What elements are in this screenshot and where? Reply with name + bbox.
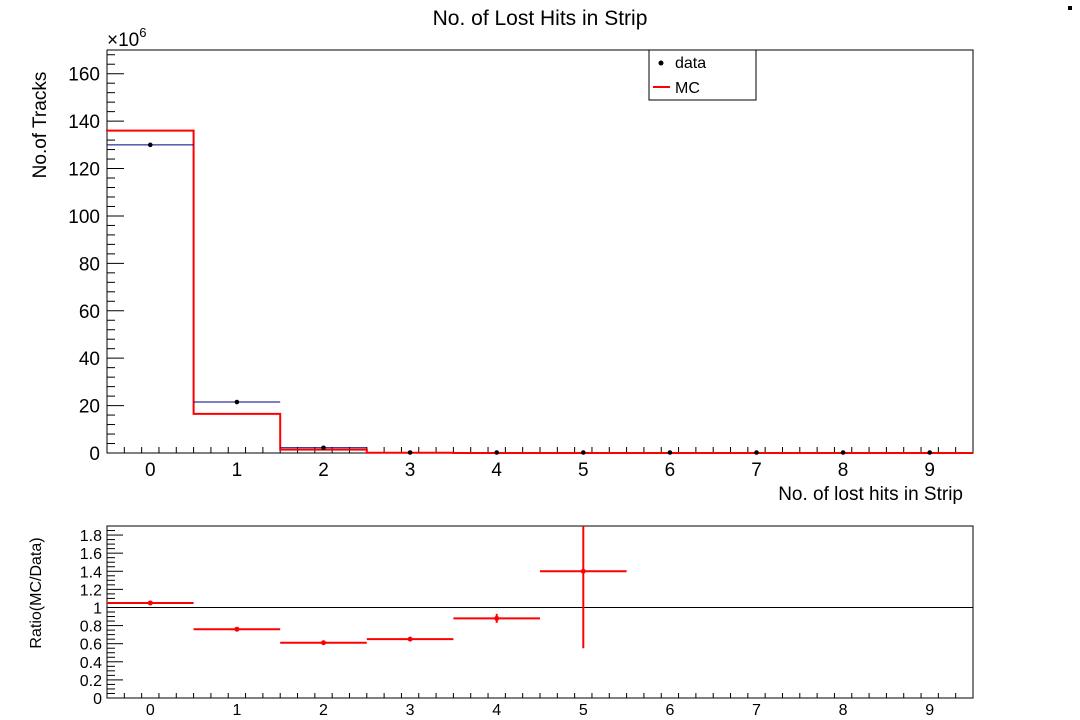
x-tick-label: 7 <box>751 460 762 481</box>
ratio-y-tick-label: 1.4 <box>80 564 102 581</box>
x-tick-label: 3 <box>405 460 416 481</box>
y-axis-exponent: ×106 <box>107 25 146 51</box>
ratio-y-axis: 00.20.40.60.8 11.21.41.61.8 <box>80 525 123 708</box>
data-point <box>494 450 500 455</box>
data-point <box>667 450 673 455</box>
data-point <box>234 399 240 405</box>
ratio-y-tick-label: 0 <box>93 691 102 708</box>
ratio-x-tick-label: 7 <box>752 702 761 719</box>
main-histogram-panel: No. of Lost Hits in Strip 02040608010012… <box>30 7 974 505</box>
y-tick-label: 140 <box>68 112 100 133</box>
y-tick-label: 80 <box>79 254 100 275</box>
ratio-point <box>147 600 153 606</box>
y-tick-label: 120 <box>68 160 100 181</box>
ratio-x-tick-label: 9 <box>925 702 934 719</box>
main-x-axis: 0 1 2 3 4 5 6 7 8 9 <box>106 447 974 481</box>
ratio-point <box>494 615 500 621</box>
data-points-series <box>107 142 932 455</box>
chart-title: No. of Lost Hits in Strip <box>433 7 648 30</box>
corner-marker <box>1068 6 1072 10</box>
ratio-y-tick-label: 1.6 <box>80 546 102 563</box>
ratio-x-tick-label: 6 <box>665 702 674 719</box>
y-tick-label: 20 <box>79 397 100 418</box>
ratio-plot-frame <box>106 525 974 699</box>
main-y-axis: 0 20 40 60 80 100 120 140 160 <box>68 54 124 465</box>
data-point <box>581 450 586 455</box>
ratio-y-tick-label: 1.8 <box>80 528 102 545</box>
x-tick-label: 4 <box>491 460 502 481</box>
data-point <box>321 445 326 451</box>
ratio-x-tick-label: 5 <box>579 702 588 719</box>
x-tick-label: 5 <box>578 460 589 481</box>
mc-histogram-series <box>106 129 973 454</box>
y-tick-label: 100 <box>68 207 100 228</box>
ratio-point <box>321 640 326 646</box>
x-tick-label: 0 <box>145 460 156 481</box>
data-point <box>754 450 759 455</box>
ratio-y-tick-label: 1 <box>93 600 102 617</box>
ratio-point <box>407 636 413 642</box>
ratio-x-tick-label: 0 <box>146 702 155 719</box>
main-plot-frame <box>106 49 974 454</box>
x-tick-label: 1 <box>232 460 243 481</box>
legend: data MC <box>648 49 757 101</box>
ratio-x-tick-label: 1 <box>232 702 241 719</box>
x-tick-label: 9 <box>924 460 935 481</box>
ratio-y-tick-label: 0.6 <box>80 637 102 654</box>
ratio-y-tick-label: 0.4 <box>80 655 102 672</box>
y-tick-label: 40 <box>79 349 100 370</box>
y-axis-label: No.of Tracks <box>30 72 51 179</box>
mc-step-line <box>107 129 973 454</box>
data-point <box>407 450 413 455</box>
x-axis-label: No. of lost hits in Strip <box>778 484 963 505</box>
ratio-x-tick-label: 4 <box>492 702 501 719</box>
data-point <box>927 450 932 455</box>
legend-box <box>648 49 757 101</box>
data-point <box>148 142 153 148</box>
ratio-point <box>580 568 586 574</box>
ratio-y-axis-label: Ratio(MC/Data) <box>28 537 45 648</box>
y-tick-label: 160 <box>68 65 100 86</box>
x-tick-label: 2 <box>318 460 329 481</box>
legend-data-label: data <box>675 55 706 72</box>
y-tick-label: 60 <box>79 302 100 323</box>
ratio-x-tick-label: 2 <box>319 702 328 719</box>
ratio-y-tick-label: 1.2 <box>80 582 102 599</box>
ratio-point <box>234 626 240 632</box>
ratio-y-tick-label: 0.2 <box>80 673 102 690</box>
ratio-series <box>107 526 627 649</box>
data-point <box>840 450 846 455</box>
x-tick-label: 6 <box>665 460 676 481</box>
ratio-x-tick-label: 3 <box>406 702 415 719</box>
x-tick-label: 8 <box>838 460 849 481</box>
ratio-x-tick-label: 8 <box>839 702 848 719</box>
ratio-x-axis: 0 1 2 3 4 5 6 7 8 9 <box>106 693 974 719</box>
y-tick-label: 0 <box>89 444 100 465</box>
legend-data-marker <box>658 60 664 66</box>
ratio-y-tick-label: 0.8 <box>80 619 102 636</box>
legend-mc-label: MC <box>675 80 700 97</box>
